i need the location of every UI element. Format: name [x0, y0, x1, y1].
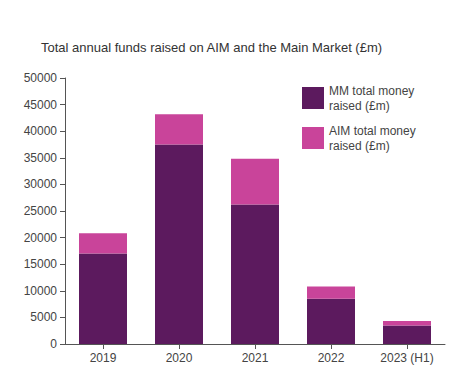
svg-text:40000: 40000: [24, 124, 58, 138]
svg-text:20000: 20000: [24, 231, 58, 245]
svg-text:2020: 2020: [166, 351, 193, 365]
svg-text:0: 0: [50, 337, 57, 351]
svg-text:30000: 30000: [24, 177, 58, 191]
svg-text:50000: 50000: [24, 71, 58, 85]
svg-text:25000: 25000: [24, 204, 58, 218]
svg-text:2022: 2022: [318, 351, 345, 365]
svg-text:45000: 45000: [24, 98, 58, 112]
svg-text:MM total money: MM total money: [329, 84, 418, 98]
svg-text:2023 (H1): 2023 (H1): [380, 351, 433, 365]
svg-text:15000: 15000: [24, 257, 58, 271]
svg-text:10000: 10000: [24, 284, 58, 298]
svg-text:2019: 2019: [90, 351, 117, 365]
svg-text:35000: 35000: [24, 151, 58, 165]
svg-text:5000: 5000: [30, 310, 57, 324]
svg-text:2021: 2021: [242, 351, 269, 365]
svg-text:raised (£m): raised (£m): [329, 139, 390, 153]
svg-text:raised (£m): raised (£m): [329, 99, 390, 113]
svg-text:AIM total money: AIM total money: [329, 124, 419, 138]
svg-text:Total annual funds raised on A: Total annual funds raised on AIM and the…: [41, 40, 382, 55]
